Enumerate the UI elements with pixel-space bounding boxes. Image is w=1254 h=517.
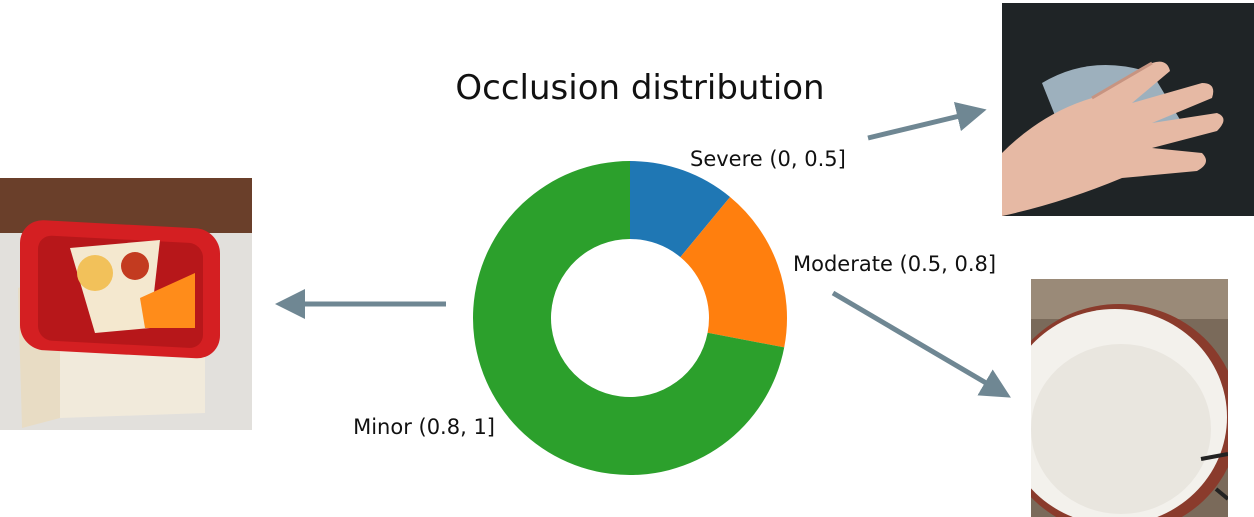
minor-example-photo xyxy=(0,178,252,430)
slice-minor xyxy=(472,161,785,475)
label-minor: Minor (0.8, 1] xyxy=(353,415,495,439)
moderate-example-photo xyxy=(1031,279,1228,517)
arrow-to-moderate-photo xyxy=(831,290,1011,398)
chart-title: Occlusion distribution xyxy=(455,68,824,108)
arrow-to-severe-photo xyxy=(867,101,987,141)
severe-example-photo xyxy=(1002,3,1254,216)
slice-severe xyxy=(630,161,731,258)
slice-moderate xyxy=(680,197,787,348)
label-severe: Severe (0, 0.5] xyxy=(690,147,846,171)
label-moderate: Moderate (0.5, 0.8] xyxy=(793,252,996,276)
